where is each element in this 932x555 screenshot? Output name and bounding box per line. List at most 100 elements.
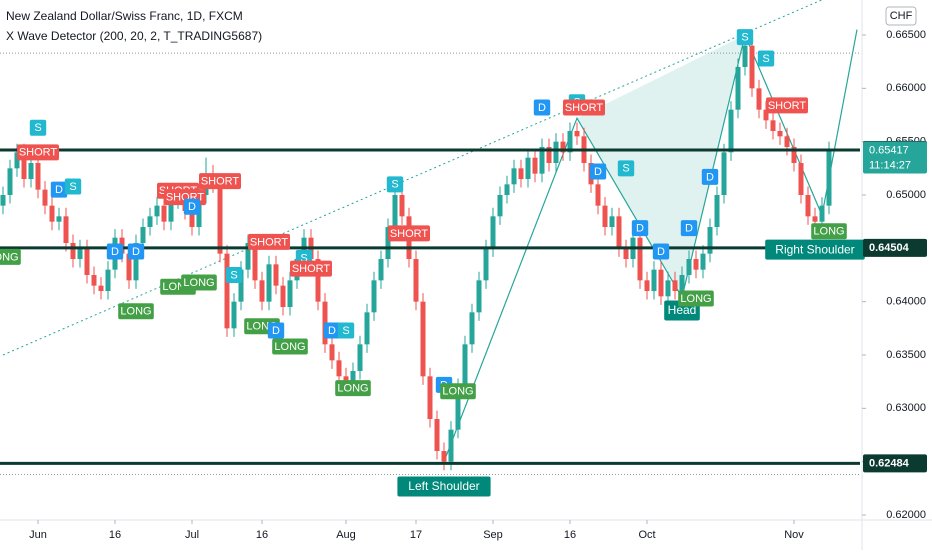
candle-body	[623, 248, 629, 259]
candle-body	[490, 216, 496, 249]
candle-body	[336, 360, 342, 377]
candle-body	[525, 157, 531, 179]
candle-body	[504, 184, 510, 195]
signal-box	[533, 99, 551, 116]
candle-body	[546, 147, 552, 163]
signal-label: D	[272, 325, 280, 337]
candle-body	[742, 45, 748, 67]
candle-body	[133, 243, 139, 281]
candle-body	[238, 269, 244, 302]
currency[interactable]: CHF	[890, 10, 913, 22]
candle-body	[21, 152, 27, 179]
candle-body	[721, 152, 727, 195]
candle-body	[364, 312, 370, 345]
signal-label: S	[741, 32, 748, 44]
signal-label: SHORT	[390, 228, 429, 240]
signal-box	[0, 248, 21, 265]
annotation-label: Head	[668, 303, 697, 317]
candle-body	[14, 152, 20, 169]
candle-body	[427, 376, 433, 419]
pattern-area	[577, 35, 745, 298]
signal-box	[757, 50, 775, 67]
candle-body	[252, 243, 258, 281]
candle-body	[749, 45, 755, 89]
candle-body	[49, 205, 55, 222]
signal-label: D	[188, 201, 196, 213]
candle-body	[567, 131, 573, 153]
candle-body	[539, 147, 545, 174]
currency-box[interactable]	[885, 6, 917, 26]
candle-body	[595, 184, 601, 206]
signal-label: S	[391, 179, 398, 191]
candle-body	[469, 312, 475, 345]
candle-body	[350, 371, 356, 387]
candle-body	[532, 157, 538, 174]
signal-box	[678, 290, 714, 307]
candle-body	[266, 264, 272, 302]
candle-body	[42, 189, 48, 206]
trendline	[2, 0, 823, 356]
candle-body	[56, 216, 62, 222]
signal-box	[64, 178, 82, 195]
signal-box	[183, 198, 201, 215]
signal-box	[127, 243, 145, 260]
x-tick-label: 16	[564, 529, 576, 541]
annotation-box	[397, 476, 491, 497]
candle-body	[273, 264, 279, 286]
candle-body	[812, 216, 818, 222]
x-tick-label: Jul	[185, 529, 199, 541]
signal-box	[652, 243, 670, 260]
signal-label: SHORT	[250, 236, 289, 248]
candle-body	[728, 109, 734, 153]
signal-label: LONG	[274, 341, 305, 353]
signal-box	[701, 168, 719, 185]
candle-body	[287, 280, 293, 307]
signal-label: S	[762, 53, 769, 65]
candle-body	[462, 344, 468, 387]
candle-body	[672, 280, 678, 291]
candle-body	[224, 253, 230, 329]
y-tick-label: 0.64000	[886, 296, 926, 308]
signal-label: D	[111, 246, 119, 258]
candle-body	[637, 237, 643, 281]
candle-body	[784, 136, 790, 147]
candle-body	[329, 344, 335, 361]
signal-box	[199, 173, 241, 190]
candle-body	[28, 163, 34, 179]
signal-label: D	[132, 246, 140, 258]
signal-box	[766, 97, 808, 114]
y-tick-label: 0.66000	[886, 82, 926, 94]
annotation-label: Right Shoulder	[775, 242, 854, 256]
signal-box	[440, 383, 476, 400]
signal-label: S	[34, 122, 41, 134]
signal-box	[335, 380, 371, 397]
y-tick-label: 0.63500	[886, 349, 926, 361]
signal-label: D	[685, 222, 693, 234]
candle-body	[616, 216, 622, 249]
signal-box	[589, 163, 607, 180]
candle-body	[679, 275, 685, 291]
signal-box	[323, 322, 341, 339]
signal-label: SHORT	[19, 147, 58, 159]
signal-label: D	[594, 166, 602, 178]
candle-body	[819, 205, 825, 222]
signal-box	[267, 322, 285, 339]
candle-body	[0, 195, 6, 206]
candle-body	[378, 259, 384, 281]
signal-box	[181, 274, 217, 291]
signal-box	[337, 322, 355, 339]
signal-box	[631, 220, 649, 237]
candle-body	[665, 280, 671, 297]
candle-body	[280, 285, 286, 307]
candle-body	[126, 253, 132, 281]
signal-label: LONG	[442, 386, 473, 398]
candle-body	[399, 195, 405, 217]
y-tick-label: 0.62000	[886, 509, 926, 521]
signal-box	[617, 160, 635, 177]
candle-body	[63, 216, 69, 243]
x-tick-label: Sep	[483, 529, 503, 541]
candle-body	[707, 227, 713, 254]
signal-label: S	[230, 269, 237, 281]
